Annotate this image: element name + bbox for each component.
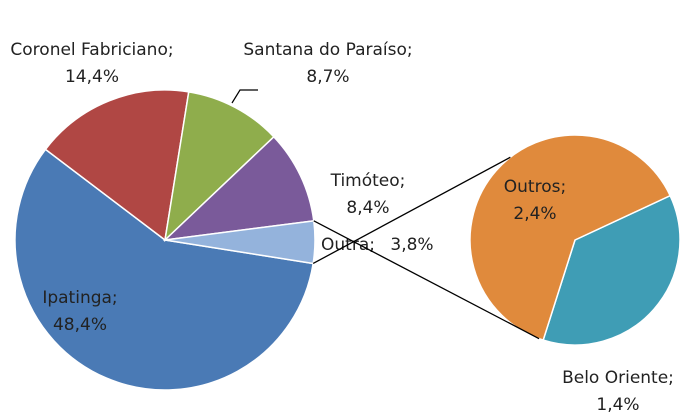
- connector: [313, 220, 540, 340]
- pie-slice: [542, 194, 681, 346]
- slice-label-value: 14,4%: [65, 67, 119, 87]
- slice-label-value: 48,4%: [53, 315, 107, 335]
- slice-label-value: 2,4%: [513, 204, 556, 224]
- slice-label-name: Coronel Fabriciano;: [10, 40, 173, 60]
- slice-label-name: Outros;: [504, 177, 566, 197]
- slice-label-value: 8,4%: [346, 198, 389, 218]
- slice-label-value: 1,4%: [596, 395, 639, 415]
- connector: [312, 156, 511, 265]
- slice-label-name: Ipatinga;: [42, 288, 117, 308]
- slice-label-name: Timóteo;: [330, 171, 406, 191]
- pie-slice: [163, 91, 275, 243]
- pie-slice: [44, 89, 190, 242]
- slice-label-value: 3,8%: [390, 235, 433, 255]
- slice-label-name: Belo Oriente;: [562, 368, 674, 388]
- pie-slice: [162, 135, 315, 242]
- pie-slice: [469, 134, 672, 342]
- pie-slice: [14, 148, 315, 391]
- slice-label-value: 8,7%: [306, 67, 349, 87]
- leader-line: [231, 89, 258, 104]
- slice-label-name: Santana do Paraíso;: [243, 40, 412, 60]
